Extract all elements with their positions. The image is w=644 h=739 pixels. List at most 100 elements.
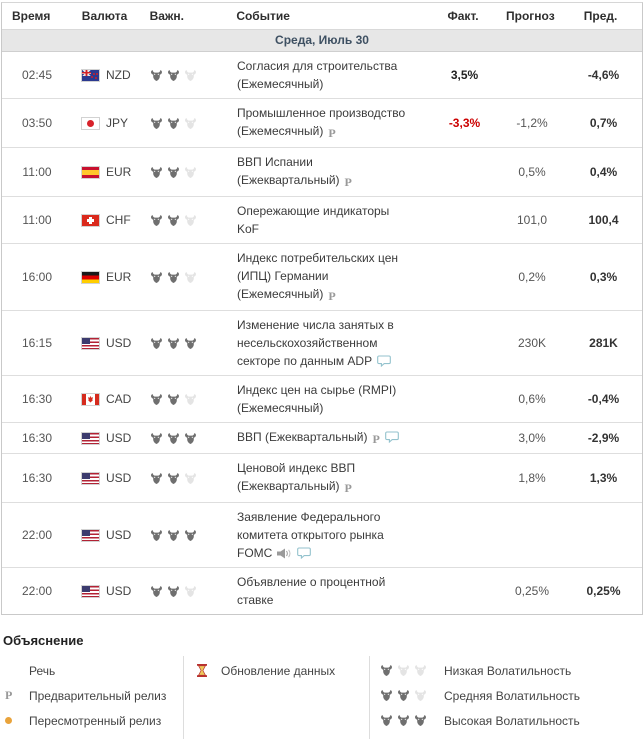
bull-icon — [398, 665, 409, 676]
currency-cell: NZD — [72, 68, 147, 82]
forecast-value: 0,2% — [518, 270, 546, 284]
speech-icon — [277, 548, 291, 559]
bull-icon — [168, 117, 179, 129]
legend-label: Пересмотренный релиз — [29, 713, 162, 728]
preliminary-release-icon: P — [344, 175, 352, 189]
preliminary-release-icon: P — [5, 688, 29, 703]
currency-code: USD — [106, 471, 132, 485]
event-title: ВВП Испании (Ежеквартальный) P — [232, 153, 432, 191]
bull-icon — [415, 715, 426, 726]
event-time: 16:30 — [21, 392, 53, 406]
bull-icon — [415, 690, 426, 701]
event-icons — [272, 546, 312, 560]
usa-flag-icon — [82, 472, 99, 484]
forecast-value: 1,8% — [518, 471, 546, 485]
currency-code: EUR — [106, 270, 132, 284]
forecast-value: 0,5% — [518, 165, 546, 179]
legend: Объяснение Речь P Предварительный релиз … — [1, 631, 643, 739]
event-title: ВВП (Ежеквартальный) P — [232, 428, 432, 448]
comment-icon[interactable] — [297, 547, 312, 560]
bull-icon — [185, 166, 196, 178]
volatility-bulls — [147, 529, 232, 541]
currency-cell: USD — [72, 471, 147, 485]
currency-code: USD — [106, 528, 132, 542]
bull-icon — [151, 529, 162, 541]
chf-flag-icon — [82, 214, 99, 226]
column-header-forecast: Прогноз — [506, 9, 555, 23]
bull-icon — [168, 337, 179, 349]
currency-code: EUR — [106, 165, 132, 179]
preliminary-release-icon: P — [328, 126, 336, 140]
bull-icon — [168, 432, 179, 444]
volatility-bulls — [147, 271, 232, 283]
forecast-value: 3,0% — [518, 431, 546, 445]
bull-icon — [168, 585, 179, 597]
bull-icon — [185, 117, 196, 129]
event-text: Заявление Федерального комитета открытог… — [237, 510, 384, 560]
column-header-previous: Пред. — [583, 9, 618, 23]
forecast-value: 0,25% — [514, 584, 550, 598]
bull-icon — [168, 529, 179, 541]
esp-flag-icon — [82, 166, 99, 178]
comment-icon[interactable] — [384, 431, 399, 444]
forecast-value: 101,0 — [516, 213, 548, 227]
calendar-event-row: 16:30 CAD Индекс цен на сырье (RMPI) (Еж… — [2, 376, 642, 423]
currency-code: USD — [106, 431, 132, 445]
event-text: Промышленное производство (Ежемесячный) — [237, 106, 406, 138]
preliminary-release-icon: P — [372, 432, 380, 446]
bull-icon — [151, 432, 162, 444]
calendar-event-row: 11:00 EUR ВВП Испании (Ежеквартальный) P … — [2, 148, 642, 197]
currency-code: NZD — [106, 68, 131, 82]
bull-icon — [185, 214, 196, 226]
calendar-header-row: Время Валюта Важн. Событие Факт. Прогноз… — [2, 3, 642, 30]
event-icons — [372, 354, 391, 368]
previous-value: 1,3% — [589, 471, 618, 485]
previous-value: 0,3% — [589, 270, 618, 284]
event-title: Ценовой индекс ВВП (Ежеквартальный) P — [232, 459, 432, 497]
previous-value: -2,9% — [587, 431, 620, 445]
currency-cell: EUR — [72, 270, 147, 284]
event-title: Заявление Федерального комитета открытог… — [232, 508, 432, 562]
event-icons: P — [340, 479, 352, 495]
deu-flag-icon — [82, 271, 99, 283]
bull-icon — [168, 472, 179, 484]
currency-cell: CHF — [72, 213, 147, 227]
legend-column-1: Речь P Предварительный релиз Пересмотрен… — [1, 656, 183, 739]
legend-label: Речь — [29, 663, 56, 678]
currency-code: JPY — [106, 116, 129, 130]
legend-label: Обновление данных — [221, 663, 336, 678]
volatility-bulls — [147, 214, 232, 226]
currency-code: CHF — [106, 213, 131, 227]
event-text: Согласия для строительства (Ежемесячный) — [237, 59, 398, 91]
speech-icon — [277, 548, 291, 559]
currency-cell: CAD — [72, 392, 147, 406]
bull-icon — [185, 69, 196, 81]
bull-icon — [168, 271, 179, 283]
column-header-actual: Факт. — [447, 9, 479, 23]
currency-cell: JPY — [72, 116, 147, 130]
event-text: Индекс цен на сырье (RMPI) (Ежемесячный) — [237, 383, 397, 415]
calendar-event-row: 16:30 USD ВВП (Ежеквартальный) P 3,0% -2,… — [2, 423, 642, 454]
legend-item-preliminary: P Предварительный релиз — [1, 683, 183, 708]
currency-cell: EUR — [72, 165, 147, 179]
event-title: Индекс цен на сырье (RMPI) (Ежемесячный) — [232, 381, 432, 417]
legend-item-medium-volatility: Средняя Волатильность — [370, 683, 643, 708]
calendar-event-row: 16:30 USD Ценовой индекс ВВП (Ежеквартал… — [2, 454, 642, 503]
bull-icon — [151, 585, 162, 597]
bull-icon — [151, 393, 162, 405]
bull-icon — [381, 690, 392, 701]
event-time: 02:45 — [21, 68, 53, 82]
event-text: Ценовой индекс ВВП (Ежеквартальный) — [237, 461, 356, 493]
event-time: 11:00 — [22, 213, 52, 227]
comment-icon[interactable] — [377, 355, 391, 368]
legend-label: Предварительный релиз — [29, 688, 167, 703]
usa-flag-icon — [82, 337, 99, 349]
calendar-event-row: 16:15 USD Изменение числа занятых в несе… — [2, 311, 642, 376]
column-header-event: Событие — [236, 9, 290, 23]
actual-value: -3,3% — [448, 116, 481, 130]
jpy-flag-icon — [82, 117, 99, 129]
currency-code: CAD — [106, 392, 132, 406]
currency-cell: USD — [72, 528, 147, 542]
preliminary-release-icon: P — [328, 289, 336, 303]
volatility-bulls — [147, 393, 232, 405]
